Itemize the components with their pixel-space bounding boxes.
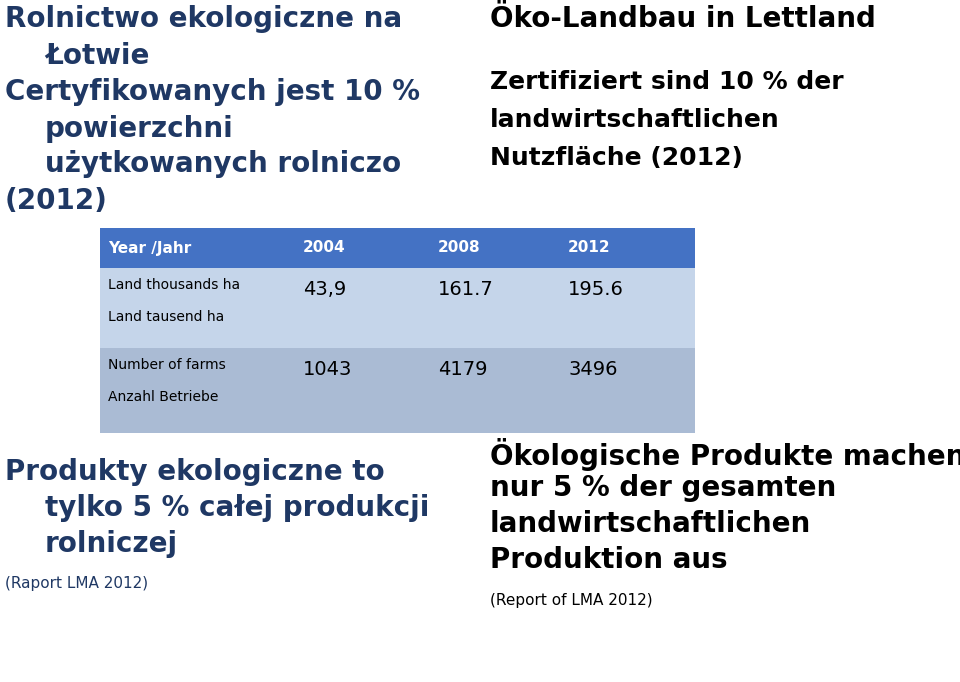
Bar (100, 268, 295, 348)
Text: nur 5 % der gesamten: nur 5 % der gesamten (490, 474, 836, 502)
Text: Nutzfläche (2012): Nutzfläche (2012) (490, 146, 743, 170)
Bar (295, 268, 430, 348)
Text: Łotwie: Łotwie (45, 42, 150, 70)
Text: (Report of LMA 2012): (Report of LMA 2012) (490, 593, 653, 608)
Bar (100, 228, 295, 268)
Text: 161.7: 161.7 (438, 280, 493, 299)
Text: powierzchni: powierzchni (45, 115, 233, 143)
Text: użytkowanych rolniczo: użytkowanych rolniczo (45, 150, 401, 178)
Bar (430, 228, 560, 268)
Text: Anzahl Betriebe: Anzahl Betriebe (108, 390, 218, 404)
Text: Land thousands ha: Land thousands ha (108, 278, 240, 292)
Bar (430, 268, 560, 348)
Text: Produktion aus: Produktion aus (490, 546, 728, 574)
Text: (Raport LMA 2012): (Raport LMA 2012) (5, 576, 148, 591)
Text: 195.6: 195.6 (568, 280, 624, 299)
Bar (430, 348, 560, 433)
Text: 43,9: 43,9 (303, 280, 347, 299)
Text: Öko-Landbau in Lettland: Öko-Landbau in Lettland (490, 5, 876, 33)
Text: 2004: 2004 (303, 241, 346, 256)
Text: 2012: 2012 (568, 241, 611, 256)
Text: (2012): (2012) (5, 187, 108, 215)
Text: Land tausend ha: Land tausend ha (108, 310, 225, 324)
Text: 2008: 2008 (438, 241, 481, 256)
Text: Zertifiziert sind 10 % der: Zertifiziert sind 10 % der (490, 70, 844, 94)
Text: rolniczej: rolniczej (45, 530, 179, 558)
Bar (295, 228, 430, 268)
Text: Number of farms: Number of farms (108, 358, 226, 372)
Text: Certyfikowanych jest 10 %: Certyfikowanych jest 10 % (5, 78, 420, 106)
Text: Year /Jahr: Year /Jahr (108, 241, 191, 256)
Text: Ökologische Produkte machen: Ökologische Produkte machen (490, 438, 960, 471)
Text: 1043: 1043 (303, 360, 352, 379)
Bar (560, 348, 695, 433)
Text: tylko 5 % całej produkcji: tylko 5 % całej produkcji (45, 494, 429, 522)
Text: landwirtschaftlichen: landwirtschaftlichen (490, 510, 811, 538)
Bar (560, 228, 695, 268)
Text: Produkty ekologiczne to: Produkty ekologiczne to (5, 458, 385, 486)
Bar (295, 348, 430, 433)
Text: Rolnictwo ekologiczne na: Rolnictwo ekologiczne na (5, 5, 402, 33)
Bar (100, 348, 295, 433)
Text: 4179: 4179 (438, 360, 488, 379)
Text: landwirtschaftlichen: landwirtschaftlichen (490, 108, 780, 132)
Text: 3496: 3496 (568, 360, 617, 379)
Bar (560, 268, 695, 348)
